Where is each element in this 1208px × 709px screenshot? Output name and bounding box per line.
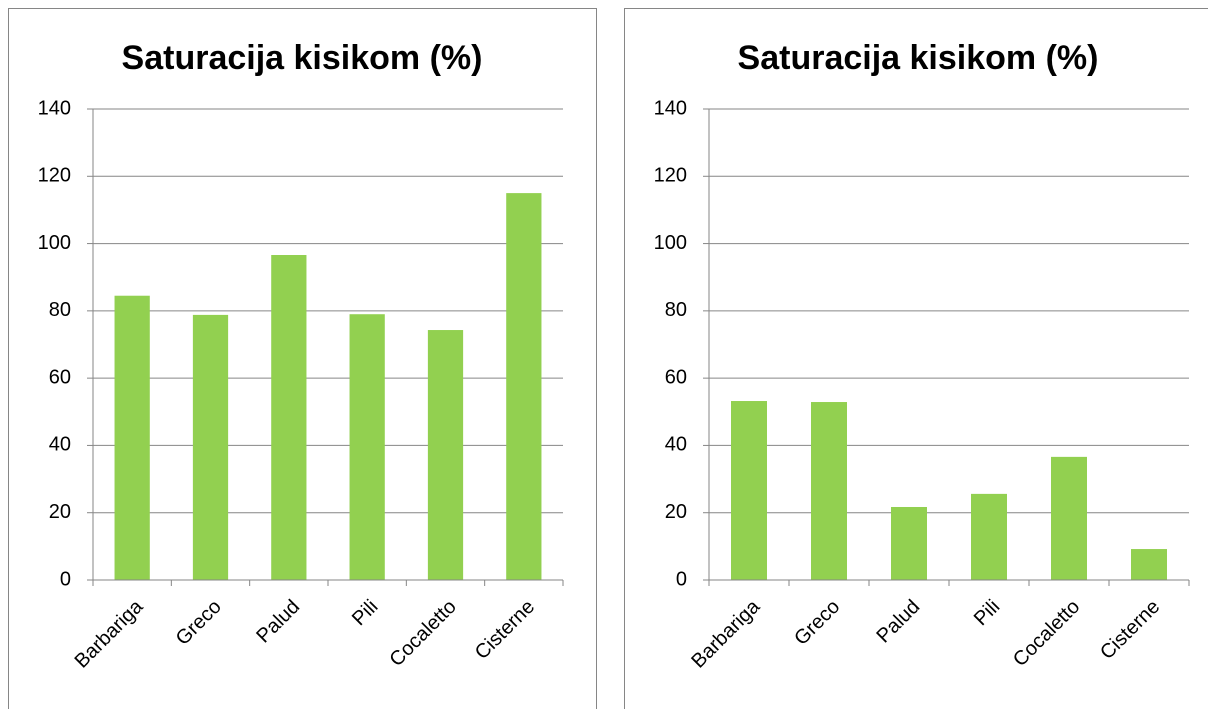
y-tick-label: 20 bbox=[665, 501, 687, 523]
bar bbox=[427, 330, 464, 580]
bar bbox=[891, 506, 927, 580]
y-tick-label: 60 bbox=[49, 366, 71, 388]
y-tick-label: 140 bbox=[654, 97, 687, 119]
bar bbox=[349, 314, 385, 580]
y-tick-label: 140 bbox=[38, 97, 71, 119]
chart-frame bbox=[624, 8, 1208, 709]
y-tick-label: 0 bbox=[676, 568, 687, 590]
bar bbox=[731, 401, 767, 580]
chart-title: Saturacija kisikom (%) bbox=[122, 39, 483, 77]
bar bbox=[1051, 456, 1087, 580]
bar bbox=[114, 295, 150, 580]
y-tick-label: 120 bbox=[38, 165, 71, 187]
bar bbox=[1131, 549, 1167, 580]
bar bbox=[971, 493, 1007, 580]
y-tick-label: 40 bbox=[49, 434, 71, 456]
y-tick-label: 120 bbox=[654, 165, 687, 187]
bar bbox=[192, 314, 229, 580]
y-tick-label: 20 bbox=[49, 501, 71, 523]
y-tick-label: 80 bbox=[665, 299, 687, 321]
y-tick-label: 0 bbox=[60, 568, 71, 590]
bar bbox=[506, 193, 542, 580]
bar bbox=[271, 255, 307, 580]
y-tick-label: 40 bbox=[665, 434, 687, 456]
y-tick-label: 100 bbox=[38, 232, 71, 254]
y-tick-label: 80 bbox=[49, 299, 71, 321]
y-tick-label: 60 bbox=[665, 366, 687, 388]
chart-title: Saturacija kisikom (%) bbox=[738, 39, 1099, 77]
y-tick-label: 100 bbox=[654, 232, 687, 254]
bar bbox=[811, 402, 847, 580]
